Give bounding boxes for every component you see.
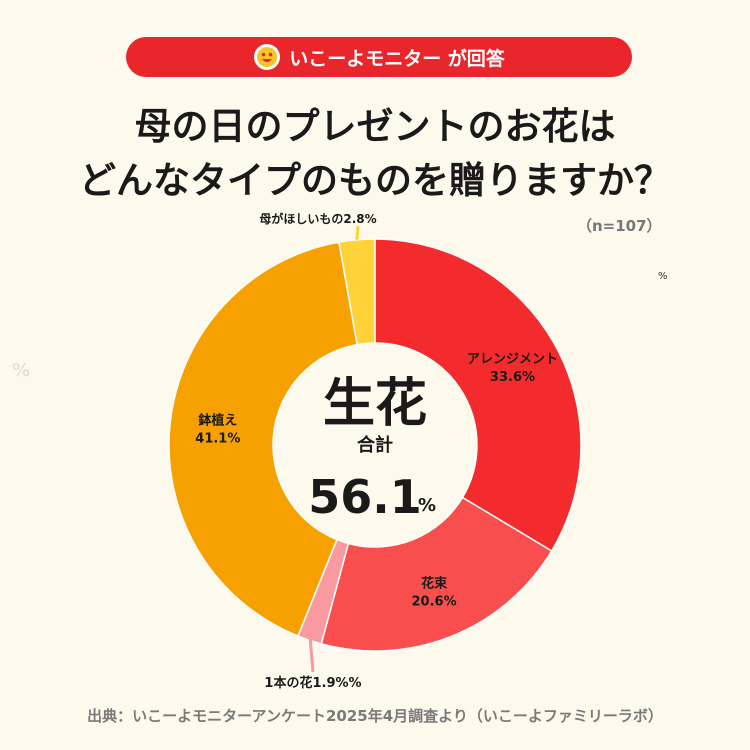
title-line-1: 母の日のプレゼントのお花は (134, 105, 616, 148)
label-potted-plant-name: 鉢植え (198, 413, 237, 429)
slice-bouquet (320, 496, 553, 652)
leader-line-mothers-wish (355, 225, 360, 240)
stray-percent-mark-faint: % (12, 360, 31, 381)
leader-line-single-flower (308, 638, 315, 673)
source-credit: 出典：いこーよモニターアンケート2025年4月調査より（いこーよファミリーラボ） (87, 707, 663, 725)
label-bouquet-value: 20.6% (412, 595, 457, 610)
label-arrangement-value: 33.6% (490, 370, 535, 385)
label-single-flower: 1本の花1.9%% (264, 675, 361, 691)
label-arrangement-name: アレンジメント (467, 352, 558, 367)
smiley-logo-icon (254, 44, 281, 70)
center-total-unit: % (418, 495, 436, 516)
label-bouquet-name: 花束 (421, 576, 448, 592)
center-total-value: 56.1 (308, 470, 422, 524)
title-line-2: どんなタイプのものを贈りますか？ (79, 159, 671, 202)
center-sub: 合計 (357, 434, 393, 456)
label-mothers-wish: 母がほしいもの2.8% (259, 211, 376, 226)
respondent-badge: いこーよモニター が回答 (126, 37, 632, 77)
stray-percent-mark: % (658, 271, 668, 282)
badge-label: いこーよモニター が回答 (289, 47, 505, 70)
slice-potted-plant (168, 241, 359, 638)
center-headline: 生花 (323, 374, 427, 434)
slice-arrangement (374, 238, 582, 553)
label-potted-plant-value: 41.1% (195, 432, 240, 447)
slice-mothers-wish (338, 238, 376, 346)
sample-size: （n=107） (577, 217, 662, 235)
